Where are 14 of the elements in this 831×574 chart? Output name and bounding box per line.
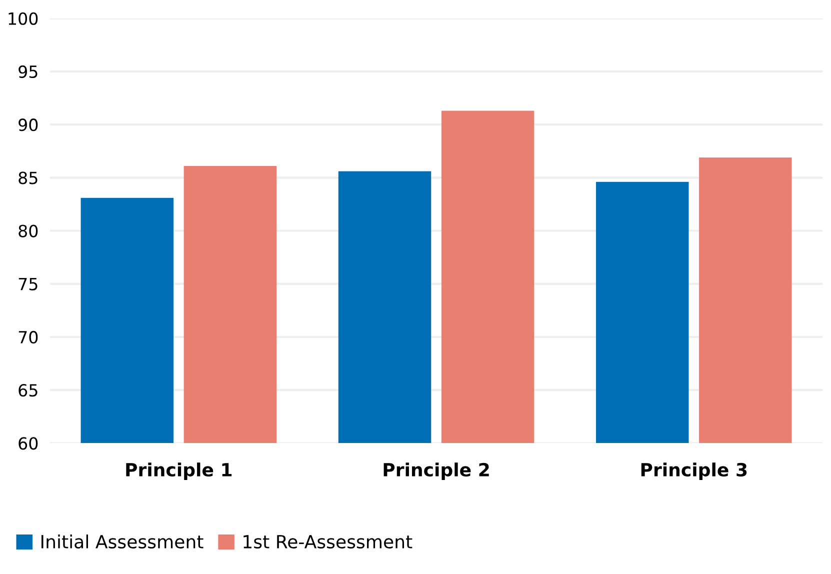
legend-label: 1st Re-Assessment <box>244 535 412 549</box>
y-tick-label: 95 <box>18 65 38 78</box>
legend-label: Initial Assessment <box>41 534 204 549</box>
x-tick-label: Principle 3 <box>641 462 747 480</box>
x-tick-label: Principle 2 <box>384 462 489 480</box>
y-tick-label: 90 <box>18 118 38 132</box>
y-tick-label: 70 <box>18 330 38 344</box>
y-tick-label: 100 <box>8 12 38 25</box>
y-tick-label: 75 <box>18 278 38 290</box>
y-tick-label: 80 <box>18 224 38 238</box>
y-tick-label: 65 <box>18 384 38 397</box>
y-tick-label: 85 <box>18 172 38 184</box>
y-tick-label: 60 <box>18 437 38 450</box>
x-tick-label: Principle 1 <box>126 462 232 480</box>
